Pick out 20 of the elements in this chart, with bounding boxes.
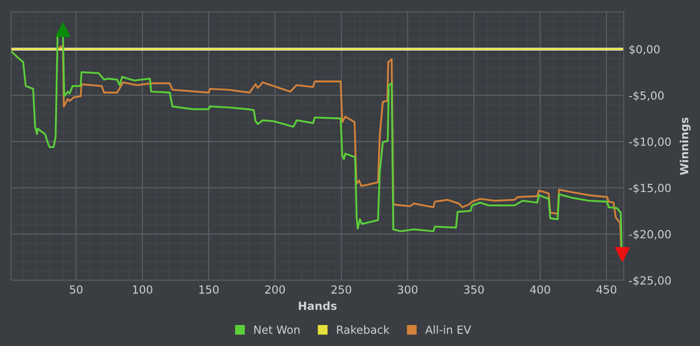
x-tick-label: 100 — [133, 285, 152, 294]
x-tick-label: 400 — [530, 285, 550, 294]
legend-label: Net Won — [254, 326, 300, 334]
x-tick-label: 200 — [265, 285, 285, 294]
legend-label: Rakeback — [337, 325, 390, 334]
y-tick-label: -$15,00 — [629, 184, 671, 194]
y-axis-title: Winnings — [680, 118, 691, 175]
x-axis-title: Hands — [298, 301, 337, 310]
y-tick-label: -$25,00 — [629, 276, 671, 286]
x-tick-label: 250 — [332, 285, 352, 294]
y-tick-label: $0,00 — [629, 44, 660, 55]
x-tick-label: 450 — [596, 285, 616, 294]
x-tick-label: 300 — [398, 285, 418, 294]
x-tick-label: 350 — [464, 285, 484, 294]
y-tick-label: -$5,00 — [629, 91, 664, 102]
legend-label: All-in EV — [425, 325, 472, 334]
x-tick-label: 50 — [70, 285, 82, 294]
y-tick-label: -$10,00 — [629, 137, 671, 148]
x-tick-label: 150 — [199, 285, 219, 294]
y-tick-label: -$20,00 — [629, 230, 671, 240]
